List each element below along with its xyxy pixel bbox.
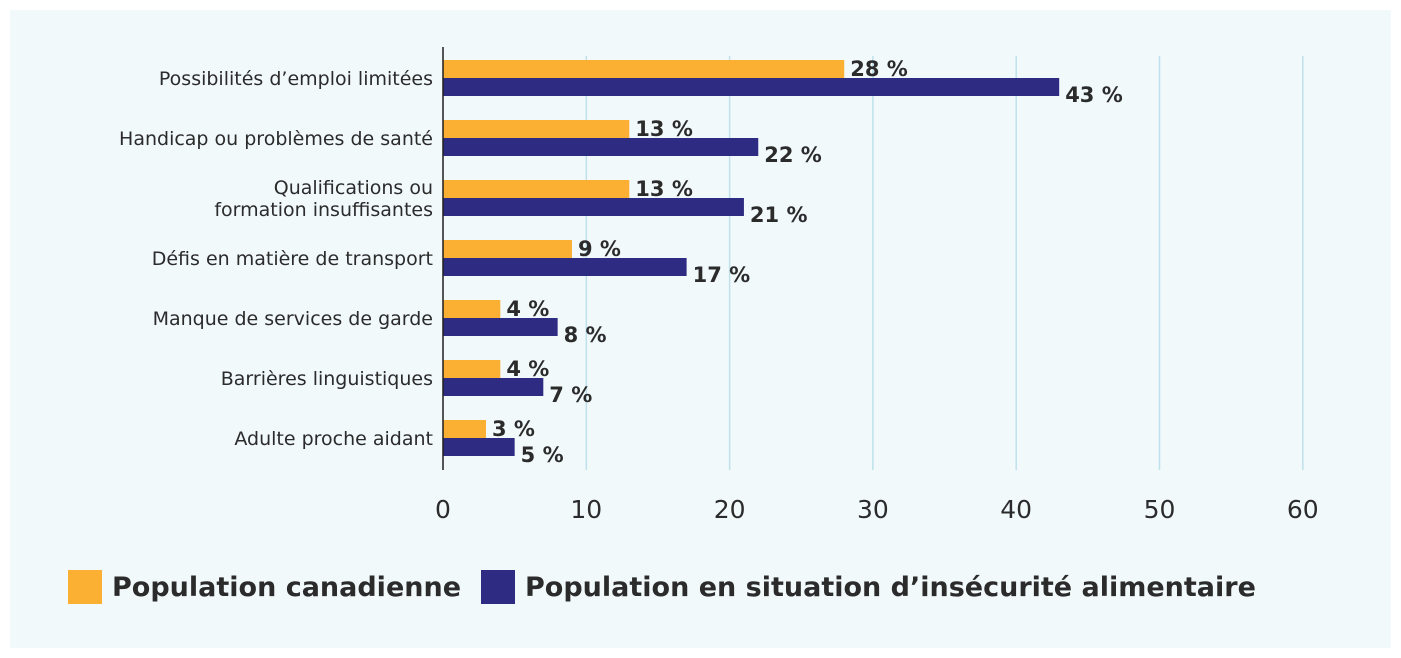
data-label: 8 %: [564, 323, 607, 347]
x-tick-label: 60: [1287, 495, 1319, 524]
category-label: Qualifications ou: [274, 177, 433, 199]
legend-swatch-food-insecure: [481, 570, 516, 604]
bar-food-insecure: [443, 258, 687, 276]
legend-label-food-insecure: Population en situation d’insécurité ali…: [525, 571, 1256, 603]
category-label: Adulte proche aidant: [234, 428, 433, 450]
category-label: Manque de services de garde: [153, 308, 433, 330]
legend-swatch-canadian: [68, 570, 102, 604]
data-label: 4 %: [506, 297, 549, 321]
data-label: 7 %: [549, 383, 592, 407]
category-label: Défis en matière de transport: [152, 248, 433, 270]
data-label: 43 %: [1065, 83, 1123, 107]
x-tick-label: 40: [1000, 495, 1032, 524]
category-label: Handicap ou problèmes de santé: [119, 128, 433, 150]
bar-canadian: [443, 120, 630, 138]
bar-food-insecure: [443, 438, 515, 456]
data-label: 13 %: [635, 177, 693, 201]
x-tick-label: 30: [857, 495, 889, 524]
data-label: 21 %: [750, 203, 808, 227]
data-label: 9 %: [578, 237, 621, 261]
data-label: 28 %: [850, 57, 908, 81]
x-tick-label: 20: [714, 495, 746, 524]
bar-canadian: [443, 300, 501, 318]
bar-food-insecure: [443, 138, 759, 156]
data-label: 17 %: [693, 263, 751, 287]
bar-food-insecure: [443, 378, 544, 396]
data-label: 3 %: [492, 417, 535, 441]
chart-panel: [10, 10, 1391, 648]
bars: 28 % 43 % 13 % 22 % 13 % 21 % 9 % 17 % 4 % 8 % 4 %…: [443, 57, 1123, 467]
bar-food-insecure: [443, 198, 744, 216]
bar-canadian: [443, 360, 501, 378]
bar-canadian: [443, 180, 630, 198]
bar-canadian: [443, 420, 486, 438]
x-axis-ticks: 0 10 20 30 40 50 60: [435, 495, 1319, 524]
bar-food-insecure: [443, 78, 1060, 96]
bar-canadian: [443, 240, 572, 258]
x-tick-label: 50: [1144, 495, 1176, 524]
legend-item-canadian: Population canadienne: [68, 570, 461, 604]
x-tick-label: 0: [435, 495, 451, 524]
bar-canadian: [443, 60, 845, 78]
bar-food-insecure: [443, 318, 558, 336]
category-label: formation insuffisantes: [214, 199, 433, 221]
data-label: 13 %: [635, 117, 693, 141]
legend: Population canadienne Population en situ…: [68, 570, 1276, 604]
data-label: 22 %: [764, 143, 822, 167]
x-tick-label: 10: [570, 495, 602, 524]
legend-item-food-insecure: Population en situation d’insécurité ali…: [481, 570, 1256, 604]
legend-label-canadian: Population canadienne: [112, 571, 462, 603]
category-label: Barrières linguistiques: [221, 368, 433, 390]
category-labels: Possibilités d’emploi limitées Handicap o…: [119, 68, 433, 450]
data-label: 5 %: [521, 443, 564, 467]
category-label: Possibilités d’emploi limitées: [159, 68, 433, 90]
data-label: 4 %: [506, 357, 549, 381]
